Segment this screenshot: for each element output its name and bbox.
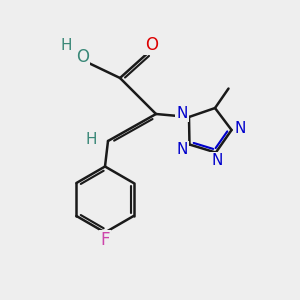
Text: O: O [76,48,89,66]
Text: F: F [100,231,110,249]
Text: N: N [177,106,188,121]
Text: H: H [86,132,97,147]
Text: N: N [212,153,223,168]
Text: O: O [145,36,158,54]
Text: H: H [60,38,72,52]
Text: N: N [176,142,188,158]
Text: N: N [234,121,246,136]
